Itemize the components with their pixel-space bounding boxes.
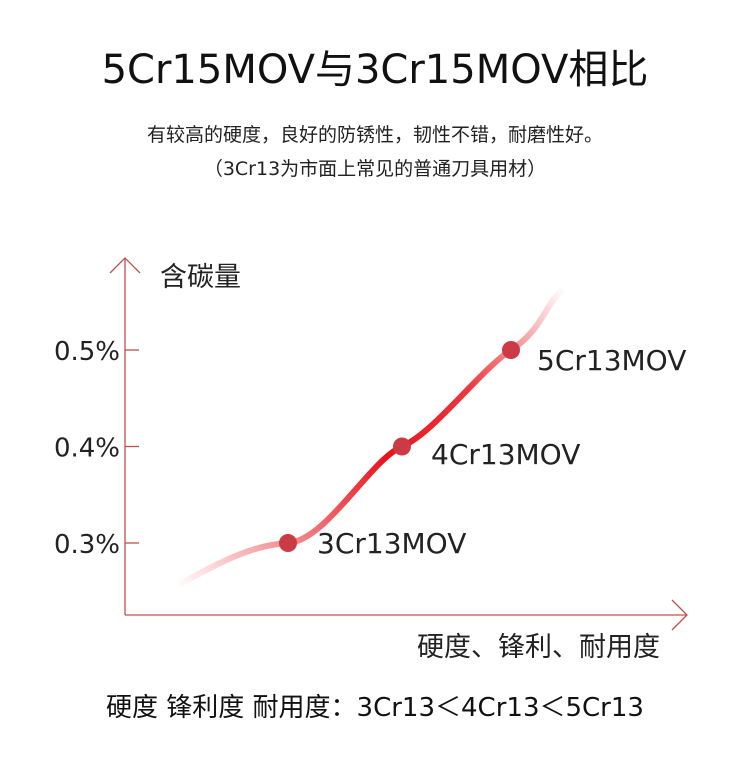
subtitle-line-2: （3Cr13为市面上常见的普通刀具用材） (203, 158, 547, 180)
y-tick-label: 0.3% (54, 530, 120, 560)
y-axis-arrow (109, 257, 141, 274)
y-ticks: 0.5% 0.4% 0.3% (54, 337, 139, 560)
data-points: 3Cr13MOV 4Cr13MOV 5Cr13MOV (279, 341, 686, 560)
subtitle-line-1: 有较高的硬度，良好的防锈性，韧性不错，耐磨性好。 (146, 124, 603, 146)
data-point-label: 5Cr13MOV (537, 344, 686, 377)
data-point (393, 437, 411, 456)
data-point-label: 4Cr13MOV (431, 438, 580, 471)
x-axis-arrow (671, 599, 688, 631)
y-tick-label: 0.5% (54, 337, 120, 367)
data-point (279, 534, 297, 552)
footer-comparison: 硬度 锋利度 耐用度：3Cr13＜4Cr13＜5Cr13 (106, 693, 644, 723)
x-axis-label: 硬度、锋利、耐用度 (417, 632, 660, 663)
y-tick-label: 0.4% (54, 434, 120, 464)
page-title: 5Cr15MOV与3Cr15MOV相比 (101, 47, 649, 93)
data-point (502, 341, 520, 359)
y-axis-label: 含碳量 (160, 262, 241, 293)
data-point-label: 3Cr13MOV (317, 527, 466, 560)
